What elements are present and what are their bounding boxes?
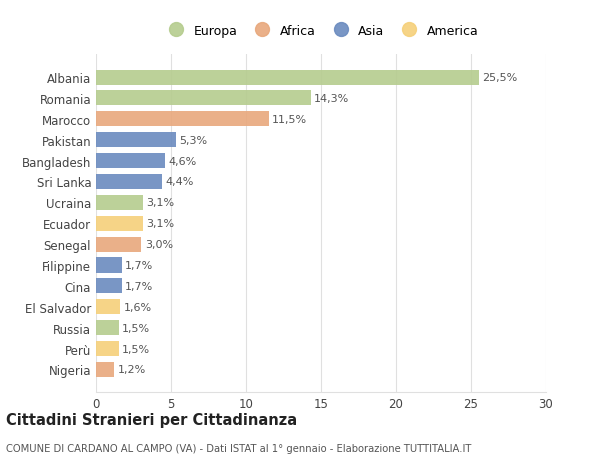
- Text: Cittadini Stranieri per Cittadinanza: Cittadini Stranieri per Cittadinanza: [6, 413, 297, 428]
- Text: 1,7%: 1,7%: [125, 260, 154, 270]
- Text: 1,7%: 1,7%: [125, 281, 154, 291]
- Text: 1,5%: 1,5%: [122, 323, 151, 333]
- Text: 4,4%: 4,4%: [166, 177, 194, 187]
- Bar: [96, 196, 143, 210]
- Text: 5,3%: 5,3%: [179, 135, 208, 146]
- Text: 3,1%: 3,1%: [146, 198, 175, 208]
- Text: 1,6%: 1,6%: [124, 302, 152, 312]
- Bar: [96, 91, 311, 106]
- Text: COMUNE DI CARDANO AL CAMPO (VA) - Dati ISTAT al 1° gennaio - Elaborazione TUTTIT: COMUNE DI CARDANO AL CAMPO (VA) - Dati I…: [6, 443, 472, 453]
- Bar: [96, 154, 165, 169]
- Text: 3,0%: 3,0%: [145, 240, 173, 250]
- Text: 11,5%: 11,5%: [272, 115, 307, 124]
- Bar: [96, 174, 162, 190]
- Bar: [96, 133, 176, 148]
- Text: 14,3%: 14,3%: [314, 94, 349, 104]
- Text: 25,5%: 25,5%: [482, 73, 517, 83]
- Bar: [96, 341, 119, 356]
- Bar: [96, 279, 121, 294]
- Bar: [96, 300, 120, 314]
- Bar: [96, 112, 269, 127]
- Text: 1,2%: 1,2%: [118, 364, 146, 375]
- Legend: Europa, Africa, Asia, America: Europa, Africa, Asia, America: [160, 21, 482, 41]
- Bar: [96, 216, 143, 231]
- Bar: [96, 258, 121, 273]
- Text: 4,6%: 4,6%: [169, 156, 197, 166]
- Bar: [96, 70, 479, 85]
- Text: 1,5%: 1,5%: [122, 344, 151, 354]
- Bar: [96, 320, 119, 336]
- Bar: [96, 362, 114, 377]
- Text: 3,1%: 3,1%: [146, 219, 175, 229]
- Bar: [96, 237, 141, 252]
